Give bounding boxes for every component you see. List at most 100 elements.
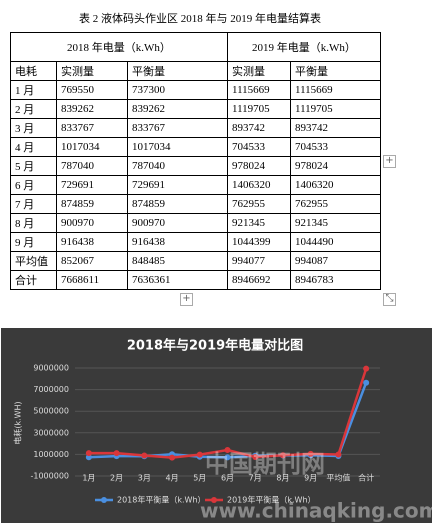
table-cell: 2019 年电量（k.Wh） (227, 32, 381, 62)
table-cell: 1044399 (227, 232, 291, 252)
table-cell: 4 月 (10, 137, 57, 157)
table-cell: 1115669 (227, 80, 291, 100)
y-tick-label: 9000000 (33, 364, 69, 373)
table-cell: 1406320 (227, 175, 291, 195)
table-cell: 7636361 (127, 270, 228, 290)
x-tick-label: 合计 (358, 473, 374, 483)
table-row: 4 月 1017034 1017034 704533 704533 (10, 137, 381, 157)
table-cell: 874859 (127, 194, 228, 214)
x-tick-label: 3月 (138, 474, 151, 483)
table-cell: 978024 (227, 156, 291, 176)
data-point (113, 450, 120, 457)
table-cell: 839262 (56, 99, 128, 119)
table-cell: 893742 (290, 118, 381, 138)
table-cell: 6 月 (10, 175, 57, 195)
table-cell: 787040 (56, 156, 128, 176)
table-row: 合计 7668611 7636361 8946692 8946783 (10, 270, 381, 290)
add-column-icon[interactable]: + (383, 155, 396, 168)
data-point (169, 454, 176, 461)
table-cell: 3 月 (10, 118, 57, 138)
table-cell: 852067 (56, 251, 128, 271)
data-point (141, 452, 148, 459)
chart-title: 2018年与2019年电量对比图 (127, 338, 303, 354)
table-title: 表 2 液体码头作业区 2018 年与 2019 年电量结算表 (79, 13, 321, 25)
x-tick-label: 9月 (304, 474, 317, 483)
table-cell: 平衡量 (127, 61, 228, 81)
table-cell: 994087 (290, 251, 381, 271)
data-point (196, 451, 203, 458)
table-cell: 769550 (56, 80, 128, 100)
data-point (252, 453, 259, 460)
table-cell: 合计 (10, 270, 57, 290)
data-point (307, 450, 314, 457)
table-cell: 921345 (290, 213, 381, 233)
table-cell: 1 月 (10, 80, 57, 100)
table-cell: 729691 (56, 175, 128, 195)
table-row: 9 月 916438 916438 1044399 1044490 (10, 232, 381, 252)
table-cell: 874859 (56, 194, 128, 214)
x-tick-label: 7月 (249, 474, 262, 483)
y-axis-label: 电耗(k.WH) (13, 401, 23, 444)
add-row-icon[interactable]: + (180, 293, 193, 306)
table-cell: 1044490 (290, 232, 381, 252)
chart: 2018年与2019年电量对比图 电耗(k.WH) -1000000 100000… (1, 328, 433, 523)
x-tick-label: 4月 (165, 474, 178, 483)
data-point (224, 447, 231, 454)
table-row: 7 月 874859 874859 762955 762955 (10, 194, 381, 214)
table-cell: 实测量 (227, 61, 291, 81)
table-cell: 平衡量 (290, 61, 381, 81)
x-tick-label: 1月 (82, 474, 95, 483)
data-point (224, 454, 231, 461)
table-cell: 8946692 (227, 270, 291, 290)
table-cell: 1115669 (290, 80, 381, 100)
table-cell: 704533 (290, 137, 381, 157)
table-cell: 900970 (127, 213, 228, 233)
table-cell: 7 月 (10, 194, 57, 214)
legend-swatch (101, 497, 107, 503)
table-cell: 7668611 (56, 270, 128, 290)
table-row: 平均值 852067 848485 994077 994087 (10, 251, 381, 271)
table-row: 电耗 实测量 平衡量 实测量 平衡量 (10, 61, 381, 81)
table-cell: 2018 年电量（k.Wh） (10, 32, 228, 62)
watermark: 中国期刊网 (205, 450, 325, 478)
y-tick-label: -1000000 (30, 472, 69, 481)
y-tick-label: 7000000 (33, 385, 69, 394)
x-tick-label: 5月 (193, 474, 206, 483)
table-cell: 2 月 (10, 99, 57, 119)
chart-background (1, 328, 432, 523)
table-cell: 833767 (127, 118, 228, 138)
table-cell: 实测量 (56, 61, 128, 81)
table-cell: 平均值 (10, 251, 57, 271)
table-cell: 737300 (127, 80, 228, 100)
table-cell: 916438 (56, 232, 128, 252)
table-cell: 994077 (227, 251, 291, 271)
y-tick-label: 5000000 (33, 407, 69, 416)
legend-swatch (211, 497, 217, 503)
table-cell: 787040 (127, 156, 228, 176)
table-cell: 1017034 (127, 137, 228, 157)
data-point (335, 451, 342, 458)
table-cell: 839262 (127, 99, 228, 119)
data-point (363, 365, 370, 372)
watermark: www.chinaqking.com (200, 499, 433, 523)
table-cell: 1017034 (56, 137, 128, 157)
legend-label: 2019年平衡量（k.Wh） (227, 495, 316, 505)
table-cell: 9 月 (10, 232, 57, 252)
table-cell: 921345 (227, 213, 291, 233)
table-row: 1 月 769550 737300 1115669 1115669 (10, 80, 381, 100)
resize-icon[interactable]: ⤡ (383, 293, 396, 306)
table-cell: 1119705 (290, 99, 381, 119)
table-cell: 5 月 (10, 156, 57, 176)
table-cell: 1406320 (290, 175, 381, 195)
table-row: 6 月 729691 729691 1406320 1406320 (10, 175, 381, 195)
x-tick-label: 平均值 (326, 473, 350, 483)
data-point (279, 452, 286, 459)
data-point (85, 450, 92, 457)
table: 2018 年电量（k.Wh） 2019 年电量（k.Wh） 电耗 实测量 平衡量 实测量平… (10, 32, 381, 290)
table-row: 2018 年电量（k.Wh） 2019 年电量（k.Wh） (10, 32, 381, 62)
y-tick-label: 1000000 (33, 450, 69, 459)
table-row: 2 月 839262 839262 1119705 1119705 (10, 99, 381, 119)
table-cell: 848485 (127, 251, 228, 271)
table-cell: 729691 (127, 175, 228, 195)
